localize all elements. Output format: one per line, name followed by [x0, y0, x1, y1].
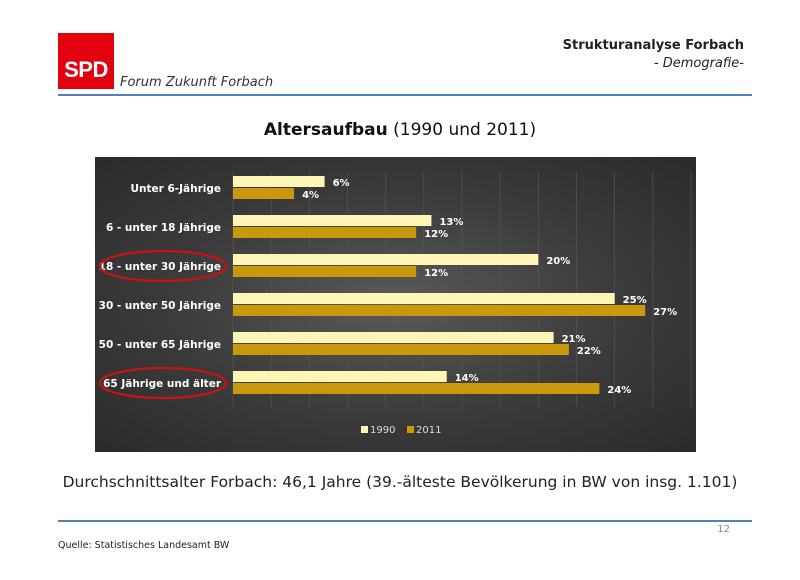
data-label: 21%: [562, 334, 586, 345]
header-subtitle: - Demografie-: [653, 56, 744, 71]
data-label: 25%: [623, 295, 647, 306]
data-label: 27%: [653, 307, 677, 318]
legend-label: 2011: [416, 425, 441, 436]
highlight-circle: [98, 249, 228, 283]
data-label: 14%: [455, 373, 479, 384]
bar-2011: [233, 227, 417, 238]
bar-2011: [233, 266, 417, 277]
age-structure-chart: Unter 6-Jährige 6% 4% 6 - unter 18 Jährige 1…: [98, 172, 692, 436]
header-title: Strukturanalyse Forbach: [562, 38, 744, 53]
category-label: 50 - unter 65 Jährige: [99, 339, 221, 351]
page-number: 12: [717, 524, 730, 535]
bar-2011: [233, 305, 646, 316]
bar-1990: [233, 293, 615, 304]
bar-1990: [233, 332, 554, 343]
data-label: 12%: [424, 268, 448, 279]
bar-1990: [233, 371, 447, 382]
chart-container: Unter 6-Jährige 6% 4% 6 - unter 18 Jährige 1…: [95, 157, 696, 452]
bar-2011: [233, 344, 569, 355]
category-label: Unter 6-Jährige: [130, 183, 221, 195]
data-label: 4%: [302, 190, 319, 201]
data-label: 24%: [607, 385, 631, 396]
highlight-circle: [98, 366, 228, 400]
legend-swatch: [361, 426, 368, 433]
spd-logo: SPD: [58, 33, 114, 89]
slide-title: Altersaufbau (1990 und 2011): [0, 120, 800, 140]
source-note: Quelle: Statistisches Landesamt BW: [58, 540, 230, 551]
category-label: 65 Jährige und älter: [103, 378, 222, 390]
slide-title-rest: (1990 und 2011): [387, 120, 537, 140]
bar-1990: [233, 215, 432, 226]
data-label: 22%: [577, 346, 601, 357]
data-label: 6%: [333, 178, 350, 189]
data-label: 20%: [546, 256, 570, 267]
data-label: 13%: [439, 217, 463, 228]
category-label: 18 - unter 30 Jährige: [99, 261, 221, 273]
bar-2011: [233, 188, 295, 199]
bar-1990: [233, 176, 325, 187]
legend-swatch: [407, 426, 414, 433]
bar-2011: [233, 383, 600, 394]
footer-divider: [58, 520, 752, 522]
header-divider: [58, 94, 752, 96]
bar-1990: [233, 254, 539, 265]
legend-label: 1990: [370, 425, 395, 436]
category-label: 30 - unter 50 Jährige: [99, 300, 221, 312]
forum-subtitle: Forum Zukunft Forbach: [120, 75, 274, 90]
summary-text: Durchschnittsalter Forbach: 46,1 Jahre (…: [62, 473, 738, 491]
slide-title-bold: Altersaufbau: [263, 120, 388, 140]
category-label: 6 - unter 18 Jährige: [106, 222, 221, 234]
data-label: 12%: [424, 229, 448, 240]
